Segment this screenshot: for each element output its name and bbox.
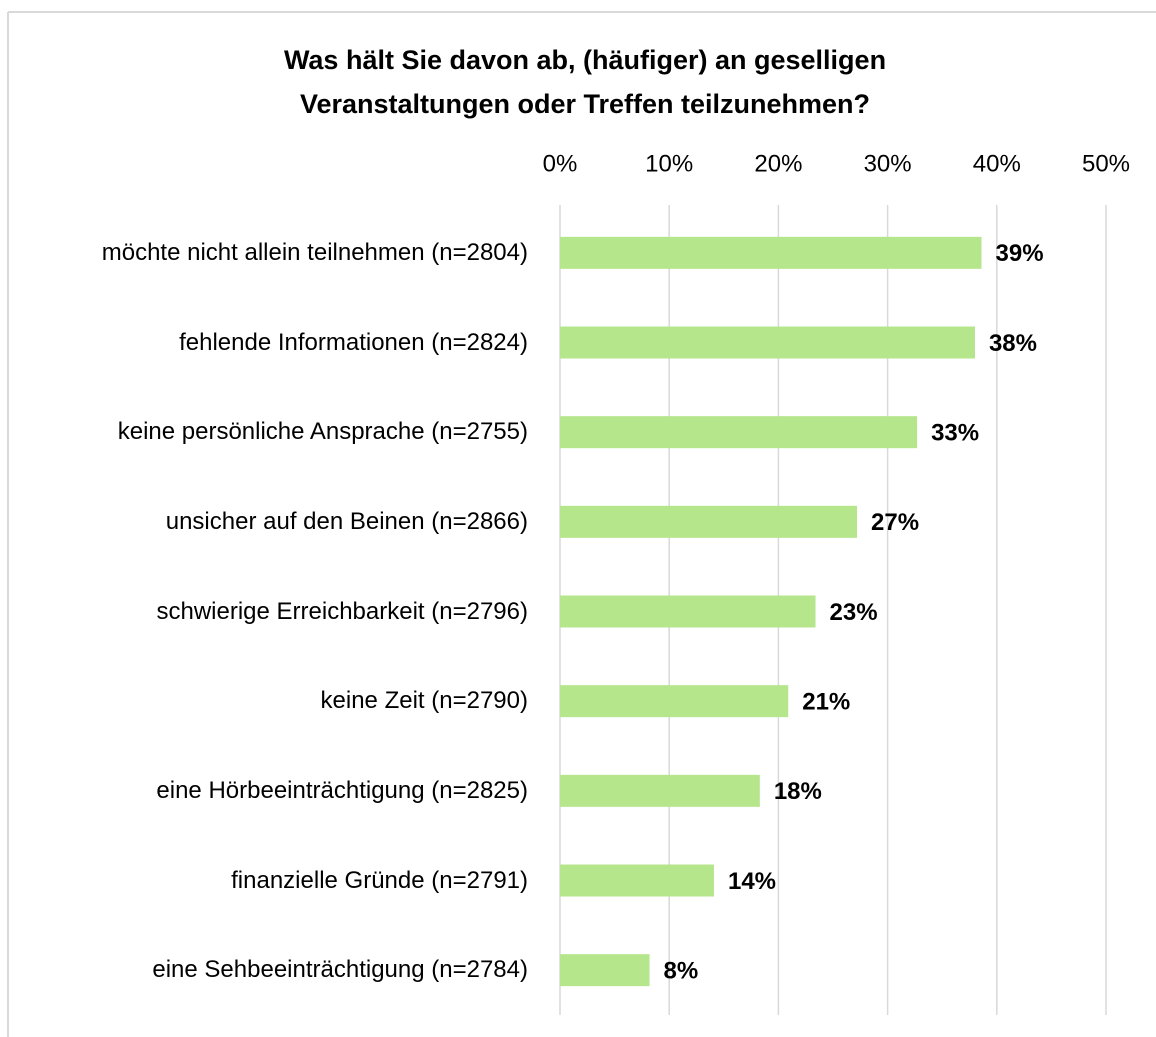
data-label: 33% [931, 420, 979, 447]
category-label: eine Sehbeeinträchtigung (n=2784) [152, 956, 528, 984]
bar [560, 954, 650, 987]
data-label: 39% [996, 240, 1044, 267]
category-label: keine persönliche Ansprache (n=2755) [117, 418, 528, 446]
category-label: finanzielle Gründe (n=2791) [231, 866, 528, 894]
chart-title: Was hält Sie davon ab, (häufiger) an ges… [283, 45, 887, 119]
bar [560, 864, 714, 897]
x-tick-label: 0% [543, 150, 578, 177]
bar [560, 236, 982, 269]
category-label: fehlende Informationen (n=2824) [179, 328, 528, 356]
bar [560, 326, 975, 359]
category-label: keine Zeit (n=2790) [320, 687, 528, 715]
x-tick-label: 50% [1082, 150, 1130, 177]
category-label: eine Hörbeeinträchtigung (n=2825) [156, 776, 528, 804]
data-label: 27% [871, 509, 919, 536]
bar [560, 416, 918, 449]
data-label: 23% [830, 599, 878, 626]
bar [560, 685, 789, 718]
x-tick-label: 10% [645, 150, 693, 177]
x-tick-label: 40% [973, 150, 1021, 177]
data-label: 14% [728, 868, 776, 895]
data-label: 21% [802, 689, 850, 716]
data-label: 18% [774, 778, 822, 805]
bar [560, 774, 760, 807]
bar [560, 595, 816, 628]
data-label: 38% [989, 330, 1037, 357]
category-label: schwierige Erreichbarkeit (n=2796) [156, 597, 528, 625]
category-label: möchte nicht allein teilnehmen (n=2804) [101, 238, 528, 266]
bar [560, 505, 858, 538]
x-tick-label: 20% [754, 150, 802, 177]
category-label: unsicher auf den Beinen (n=2866) [165, 507, 528, 535]
x-tick-label: 30% [864, 150, 912, 177]
data-label: 8% [664, 958, 699, 985]
